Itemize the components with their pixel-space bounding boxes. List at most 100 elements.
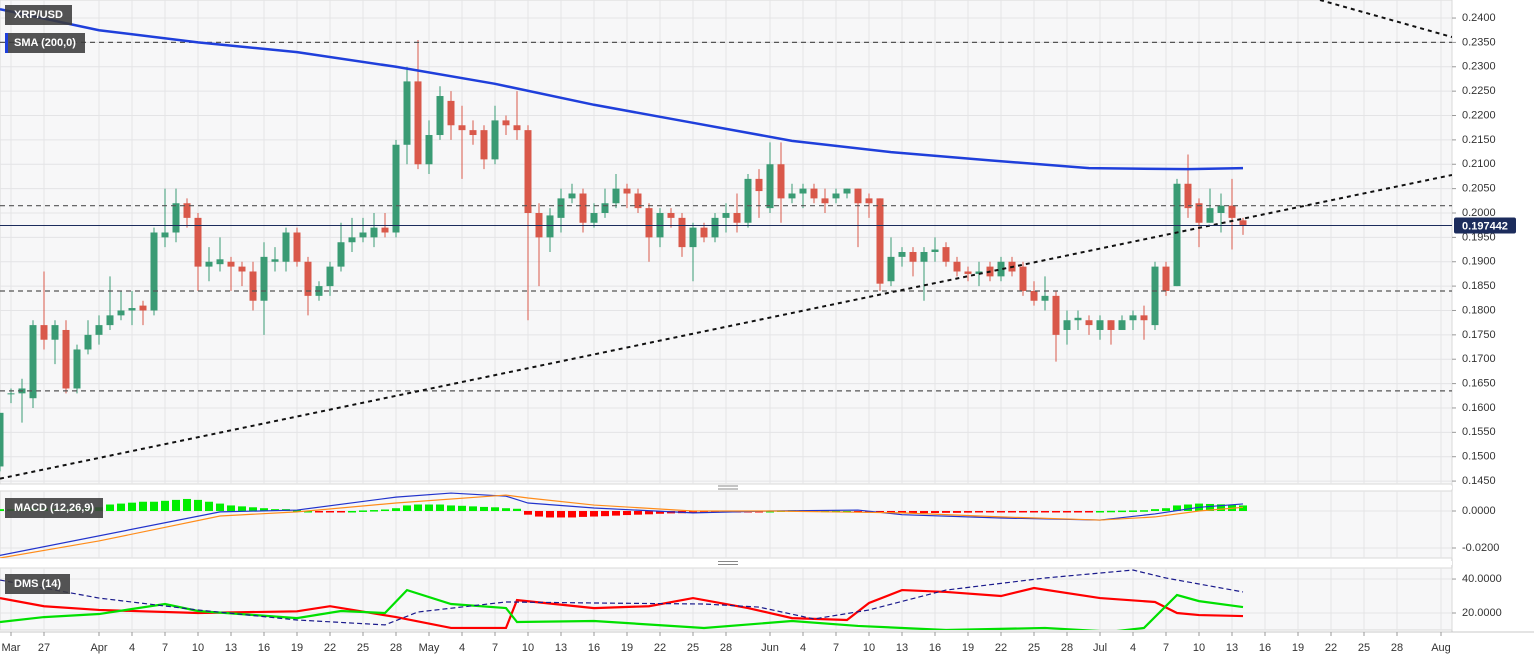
macd-histogram-bar — [645, 510, 653, 515]
x-tick-label: 4 — [129, 642, 135, 654]
macd-histogram-bar — [1019, 510, 1027, 513]
candle-body — [73, 349, 81, 389]
candle-body — [282, 232, 290, 262]
candle-body — [623, 188, 631, 194]
macd-histogram-bar — [293, 510, 301, 512]
candle-body — [304, 261, 312, 296]
macd-histogram-bar — [249, 507, 257, 511]
macd-line — [0, 492, 1244, 556]
candle-body — [1151, 266, 1159, 326]
sma-label: SMA (200,0) — [5, 33, 85, 53]
candle-body — [447, 100, 455, 126]
y-tick-label: 0.1800 — [1462, 304, 1496, 316]
y-tick-label: 0.2200 — [1462, 109, 1496, 121]
candle-body — [557, 198, 565, 218]
macd-histogram-bar — [370, 510, 378, 512]
x-tick-label: Aug — [1431, 642, 1451, 654]
candle-body — [370, 227, 378, 238]
candle-body — [238, 266, 246, 272]
macd-histogram-bar — [535, 510, 543, 517]
candle-body — [348, 237, 356, 243]
candle-body — [689, 227, 697, 248]
macd-histogram-bar — [1041, 510, 1049, 513]
symbol-label: XRP/USD — [5, 5, 72, 25]
macd-histogram-bar — [1008, 510, 1016, 513]
macd-histogram-bar — [766, 510, 774, 513]
macd-histogram-bar — [986, 510, 994, 513]
x-tick-label: 16 — [258, 642, 270, 654]
candle-body — [1019, 266, 1027, 291]
y-tick-label: 0.1450 — [1462, 475, 1496, 487]
x-tick-label: 10 — [522, 642, 534, 654]
x-tick-label: 25 — [357, 642, 369, 654]
candle-body — [480, 130, 488, 160]
panel: 40.0000 20.0000 — [0, 567, 1502, 631]
candle-body — [612, 188, 620, 204]
y-tick-label: 0.0000 — [1462, 505, 1496, 517]
candle-body — [1206, 208, 1214, 223]
macd-histogram-bar — [590, 510, 598, 517]
candle-body — [942, 247, 950, 262]
candle-body — [997, 261, 1005, 277]
candle-body — [546, 215, 554, 238]
candle-body — [95, 325, 103, 335]
x-tick-label: 4 — [1130, 642, 1136, 654]
x-tick-label: 19 — [1292, 642, 1304, 654]
macd-histogram-bar — [1206, 503, 1214, 511]
macd-histogram-bar — [491, 507, 499, 511]
macd-histogram-bar — [183, 498, 191, 511]
y-tick-label: 40.0000 — [1462, 573, 1502, 585]
y-tick-label: -0.0200 — [1462, 542, 1499, 554]
candle-body — [513, 125, 521, 131]
x-tick-label: Jul — [1093, 642, 1107, 654]
macd-line — [0, 494, 1244, 558]
macd-histogram-bar — [513, 508, 521, 511]
macd-histogram-bar — [502, 508, 510, 511]
macd-histogram-bar — [469, 506, 477, 511]
x-tick-label: 22 — [1325, 642, 1337, 654]
macd-histogram-bar — [975, 510, 983, 513]
candle-body — [40, 325, 48, 340]
candle-body — [150, 232, 158, 311]
candle-body — [84, 334, 92, 350]
candle-body — [172, 203, 180, 233]
candle-body — [139, 305, 147, 311]
macd-histogram-bar — [315, 510, 323, 513]
dms-line — [0, 586, 1244, 630]
candle-body — [601, 203, 609, 213]
price-axis-area — [1452, 0, 1534, 661]
macd-histogram-bar — [898, 510, 906, 514]
candle-body — [29, 325, 37, 399]
candle-body — [1107, 320, 1115, 330]
x-tick-label: Mar — [2, 642, 21, 654]
candle-body — [436, 96, 444, 136]
macd-histogram-bar — [1239, 505, 1247, 511]
candle-body — [1052, 295, 1060, 335]
macd-histogram-bar — [337, 510, 345, 513]
macd-histogram-bar — [601, 510, 609, 517]
candle-body — [128, 308, 136, 311]
candle-body — [590, 212, 598, 223]
candle-body — [1041, 295, 1049, 301]
macd-histogram-bar — [403, 505, 411, 511]
x-tick-label: 13 — [555, 642, 567, 654]
candle-body — [645, 208, 653, 238]
y-tick-label: 0.2150 — [1462, 134, 1496, 146]
x-tick-label: 13 — [896, 642, 908, 654]
candle-body — [887, 256, 895, 282]
macd-histogram-bar — [117, 503, 125, 511]
last-price-label: 0.197442 — [1462, 220, 1508, 232]
candle-body — [1217, 205, 1225, 213]
macd-histogram-bar — [1030, 510, 1038, 513]
macd-histogram-bar — [326, 510, 334, 513]
candle-body — [876, 198, 884, 284]
candle-body — [964, 271, 972, 274]
macd-histogram-bar — [931, 510, 939, 514]
candle-body — [1184, 183, 1192, 209]
x-tick-label: 19 — [621, 642, 633, 654]
x-tick-label: 19 — [962, 642, 974, 654]
x-tick-label: 4 — [800, 642, 806, 654]
y-tick-label: 0.2350 — [1462, 36, 1496, 48]
candle-body — [1063, 320, 1071, 330]
